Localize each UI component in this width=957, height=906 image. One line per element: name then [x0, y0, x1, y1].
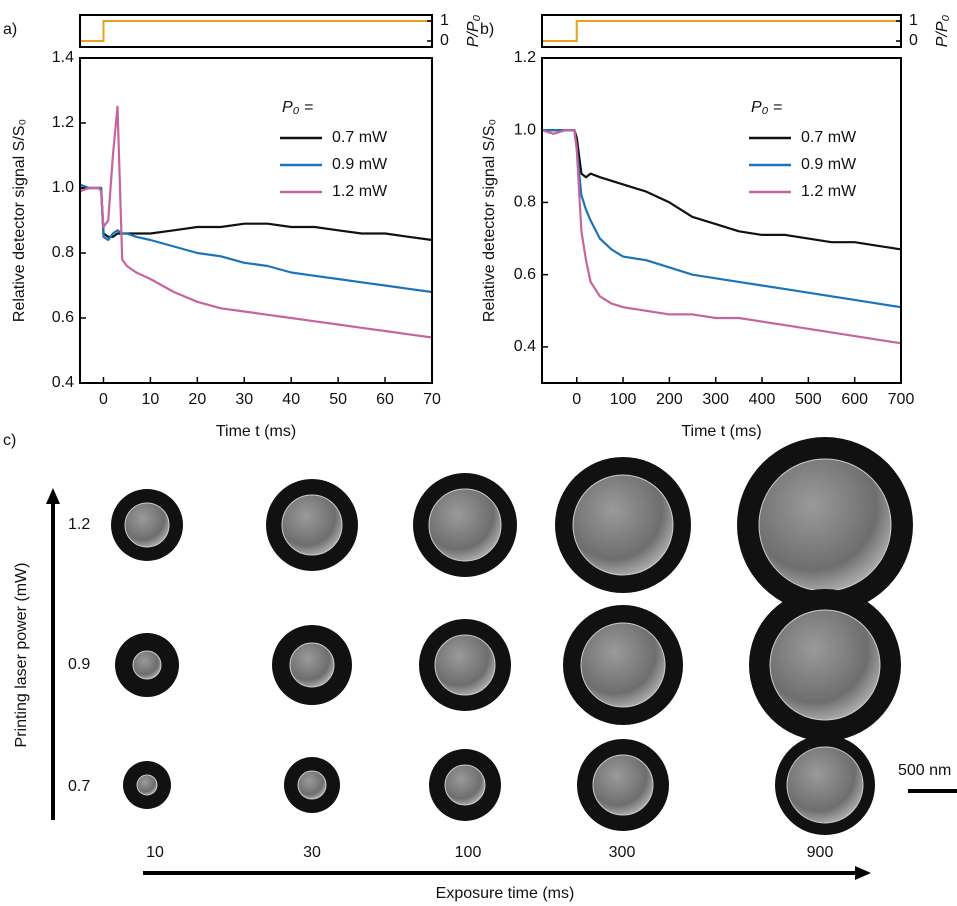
legend-label: 0.9 mW [332, 156, 388, 173]
x-tick-label: 70 [423, 391, 441, 408]
x-tick-label: 10 [142, 391, 160, 408]
legend-title: P₀ = [282, 99, 313, 116]
plot-frame [79, 57, 433, 384]
x-tick-label: 600 [841, 391, 868, 408]
x-tick-label: 200 [656, 391, 683, 408]
inset-y-tick-label: 1 [440, 12, 449, 29]
plot-frame [541, 57, 902, 384]
x-label: Exposure time (ms) [436, 885, 575, 902]
y-tick-label: 0.6 [514, 266, 536, 283]
particle [124, 502, 170, 548]
inset-frame [541, 14, 902, 48]
particle [434, 634, 496, 696]
x-tick-label: 400 [749, 391, 776, 408]
x-tick-label: 100 [610, 391, 637, 408]
particle [132, 650, 162, 680]
scale-bar-label: 500 nm [898, 762, 951, 779]
particle [281, 494, 343, 556]
row-label: 0.9 [68, 656, 90, 673]
column-label: 10 [146, 844, 164, 861]
legend-label: 1.2 mW [332, 183, 388, 200]
panel-label: c) [3, 432, 16, 449]
particle [297, 770, 327, 800]
power-line [542, 20, 901, 42]
x-axis-label: Time t (ms) [681, 423, 761, 440]
y-tick-label: 1.2 [514, 49, 536, 66]
x-tick-label: 700 [888, 391, 915, 408]
x-tick-label: 50 [329, 391, 347, 408]
legend-label: 0.7 mW [332, 129, 388, 146]
y-axis-label: Relative detector signal S/S₀ [11, 119, 28, 322]
inset-y-label: P/P₀ [934, 14, 951, 47]
particle [572, 474, 674, 576]
column-label: 30 [303, 844, 321, 861]
legend-label: 1.2 mW [801, 183, 857, 200]
legend-label: 0.9 mW [801, 156, 857, 173]
column-label: 900 [807, 844, 834, 861]
x-tick-label: 300 [702, 391, 729, 408]
inset-y-label: P/P₀ [465, 14, 482, 47]
y-tick-label: 0.4 [52, 374, 74, 391]
particle [428, 488, 502, 562]
y-tick-label: 1.0 [52, 179, 74, 196]
column-label: 100 [455, 844, 482, 861]
y-tick-label: 0.8 [52, 244, 74, 261]
y-tick-label: 0.8 [514, 194, 536, 211]
x-tick-label: 30 [235, 391, 253, 408]
particle [289, 642, 335, 688]
x-tick-label: 60 [376, 391, 394, 408]
particle [786, 746, 864, 824]
row-label: 1.2 [68, 516, 90, 533]
inset-y-tick-label: 0 [909, 32, 918, 49]
particle [769, 609, 881, 721]
x-tick-label: 500 [795, 391, 822, 408]
x-tick-label: 40 [282, 391, 300, 408]
y-tick-label: 1.2 [52, 114, 74, 131]
particle [136, 774, 158, 796]
data-line [541, 129, 902, 345]
inset-y-tick-label: 0 [440, 32, 449, 49]
power-line [80, 20, 432, 42]
column-label: 300 [609, 844, 636, 861]
particle [444, 764, 486, 806]
x-tick-label: 0 [99, 391, 108, 408]
arrow-head [46, 488, 60, 504]
particle [580, 622, 666, 708]
panel-label: a) [3, 21, 17, 38]
y-tick-label: 0.4 [514, 338, 536, 355]
data-line [79, 105, 433, 339]
data-line [79, 183, 433, 294]
legend-title: P₀ = [751, 99, 782, 116]
row-label: 0.7 [68, 778, 90, 795]
panel-label: b) [480, 21, 494, 38]
y-label: Printing laser power (mW) [13, 563, 30, 748]
panel-c: c) Printing laser power (mW) Exposure ti… [3, 432, 957, 902]
x-tick-label: 0 [572, 391, 581, 408]
legend-label: 0.7 mW [801, 129, 857, 146]
inset-frame [79, 14, 433, 48]
y-tick-label: 1.0 [514, 121, 536, 138]
y-tick-label: 0.6 [52, 309, 74, 326]
arrow-head [855, 866, 871, 880]
particle [592, 754, 654, 816]
y-tick-label: 1.4 [52, 49, 74, 66]
x-tick-label: 20 [188, 391, 206, 408]
particle [758, 458, 892, 592]
inset-y-tick-label: 1 [909, 12, 918, 29]
y-axis-label: Relative detector signal S/S₀ [481, 119, 498, 322]
x-axis-label: Time t (ms) [216, 423, 296, 440]
